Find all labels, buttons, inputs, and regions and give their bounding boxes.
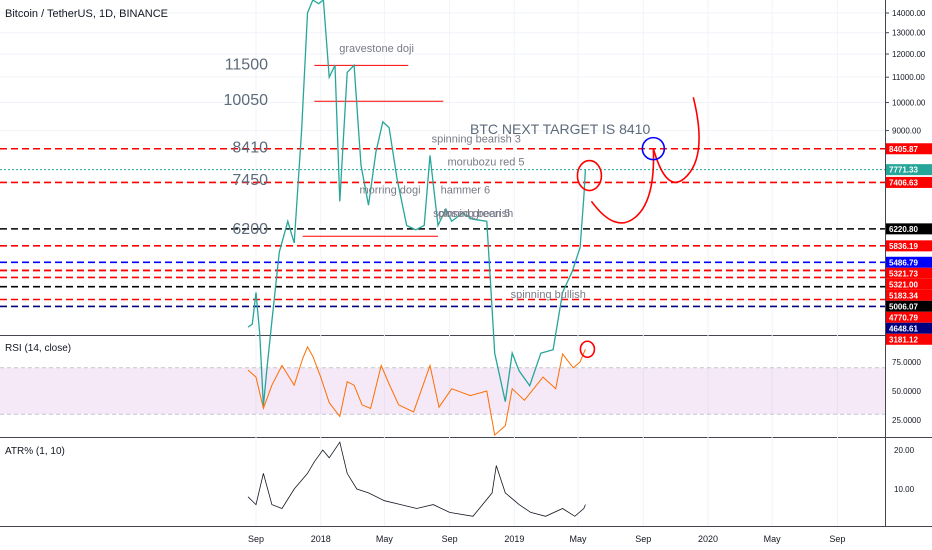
price-level-badge — [886, 143, 932, 155]
time-tick-label: 2020 — [698, 534, 718, 544]
price-level-badge — [886, 289, 932, 301]
time-tick-label: Sep — [635, 534, 651, 544]
time-tick-label: May — [376, 534, 394, 544]
price-tick-label: 13000.00 — [892, 29, 926, 38]
price-tick-label: 12000.00 — [892, 50, 926, 59]
freehand-drawings — [576, 97, 700, 359]
price-level-badge — [886, 278, 932, 290]
price-level-badge-label: 5006.07 — [889, 302, 918, 311]
horizontal-levels — [0, 147, 885, 308]
circle-drawing — [576, 159, 603, 192]
time-tick-label: Sep — [442, 534, 458, 544]
level-label: 11500 — [225, 56, 268, 73]
atr-tick-label: 20.00 — [894, 446, 915, 455]
projection-curve — [652, 97, 700, 184]
price-level-badge — [886, 267, 932, 279]
time-tick-label: May — [569, 534, 587, 544]
candle-note: hammer 6 — [441, 185, 491, 197]
price-level-badge — [886, 240, 932, 252]
price-axis[interactable]: 14000.00 13000.00 12000.00 11000.00 10000.00… — [885, 9, 932, 494]
time-tick-label: 2018 — [311, 534, 331, 544]
rsi-tick-label: 75.0000 — [892, 358, 921, 367]
price-level-badge-label: 8405.87 — [889, 145, 918, 154]
time-tick-label: Sep — [248, 534, 264, 544]
price-level-badge-label: 5836.19 — [889, 242, 918, 251]
rsi-circle-drawing — [579, 340, 596, 359]
candle-note: morubozu red 5 — [448, 156, 525, 168]
price-level-badge-label: 4770.79 — [889, 313, 918, 322]
annotation-labels: 11500 10050 8410 7450 6200 gravestone doji spi… — [224, 43, 586, 301]
price-pane[interactable] — [0, 0, 885, 335]
rsi-band-fill — [0, 367, 885, 415]
level-label: 8410 — [232, 140, 268, 157]
atr-title: ATR% (1, 10) — [5, 446, 65, 457]
price-level-badge-label: 7406.63 — [889, 178, 918, 187]
candle-note: spinning bearish 3 — [432, 134, 521, 146]
candle-note: spinning bearish — [433, 208, 513, 220]
price-level-badge-label: 5321.00 — [889, 280, 918, 289]
price-level-badge-label: 3181.12 — [889, 335, 918, 344]
time-axis[interactable]: Sep 2018 May Sep 2019 May Sep 2020 May Sep — [248, 534, 845, 544]
price-level-badge-label: 5321.73 — [889, 269, 918, 278]
price-level-badge — [886, 176, 932, 188]
rsi-title: RSI (14, close) — [5, 343, 71, 354]
rsi-tick-label: 50.0000 — [892, 387, 921, 396]
rsi-tick-label: 25.0000 — [892, 416, 921, 425]
price-level-badge-label: 6220.80 — [889, 225, 918, 234]
data-series — [247, 0, 587, 517]
time-tick-label: Sep — [829, 534, 845, 544]
price-level-badge — [886, 164, 932, 176]
projection-curve — [590, 148, 655, 224]
candle-note: gravestone doji — [339, 43, 414, 55]
symbol-title: Bitcoin / TetherUS, 1D, BINANCE — [5, 8, 168, 20]
rsi-pane[interactable] — [0, 336, 885, 436]
price-tick-label: 10000.00 — [892, 99, 926, 108]
price-level-badge — [886, 256, 932, 268]
level-label: 6200 — [232, 221, 268, 238]
candle-note: morring dogi — [359, 185, 420, 197]
target-circle-drawing — [641, 136, 666, 161]
atr-tick-label: 10.00 — [894, 485, 915, 494]
price-series-line — [247, 0, 587, 406]
time-tick-label: May — [764, 534, 782, 544]
price-level-badge-label: 5183.34 — [889, 291, 918, 300]
price-tick-label: 11000.00 — [892, 73, 925, 82]
price-level-badge — [886, 300, 932, 312]
price-tick-label: 14000.00 — [892, 9, 926, 18]
rsi-band — [0, 367, 885, 415]
price-level-badge-label: 5486.79 — [889, 258, 918, 267]
price-level-badge — [886, 311, 932, 323]
atr-pane[interactable] — [0, 438, 885, 526]
price-level-badge — [886, 333, 932, 345]
target-annotation: BTC NEXT TARGET IS 8410 — [470, 121, 650, 137]
rsi-series-line — [247, 345, 586, 437]
candle-note: closed green 5 — [438, 208, 510, 220]
atr-series-line — [247, 441, 586, 517]
price-level-badge-label: 7771.33 — [889, 166, 918, 175]
candle-note: spinning bullish — [511, 289, 586, 301]
level-label: 10050 — [224, 92, 269, 109]
price-level-badge — [886, 322, 932, 334]
price-level-badge-label: 4648.61 — [889, 324, 918, 333]
level-label: 7450 — [232, 172, 268, 189]
time-tick-label: 2019 — [504, 534, 524, 544]
price-level-badge — [886, 223, 932, 235]
price-tick-label: 9000.00 — [892, 127, 921, 136]
